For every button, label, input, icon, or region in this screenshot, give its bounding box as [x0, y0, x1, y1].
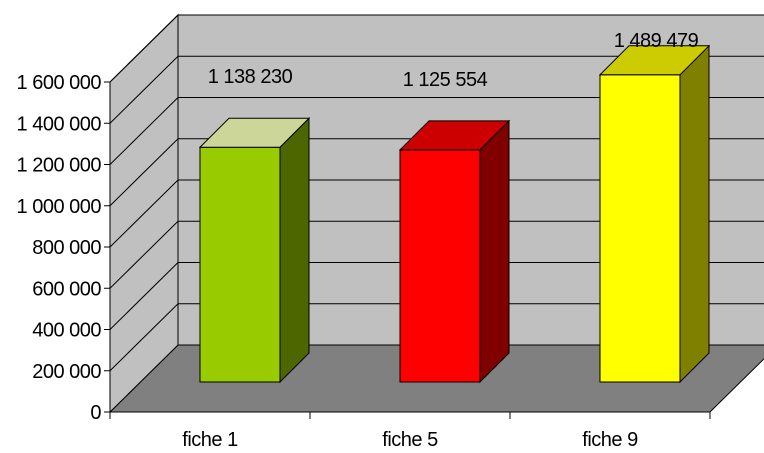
y-tick-label: 400 000 — [32, 320, 101, 342]
y-axis-ticks: 0 200 000 400 000 600 000 800 000 1 000 000 1 … — [17, 72, 110, 424]
bar-side — [479, 119, 510, 384]
gridline — [109, 138, 764, 207]
gridline — [109, 97, 764, 165]
bars — [198, 44, 711, 384]
gridlines — [109, 14, 764, 372]
gridline — [109, 55, 764, 124]
y-tick-label: 1 600 000 — [17, 72, 102, 94]
gridline — [109, 220, 764, 289]
y-tick-label: 200 000 — [32, 361, 101, 383]
y-tick-label: 1 400 000 — [17, 113, 102, 135]
bar-side — [279, 117, 310, 384]
x-axis-categories: fiche 1 fiche 5 fiche 9 — [109, 412, 711, 451]
y-tick-label: 800 000 — [32, 237, 101, 259]
y-tick-label: 1 200 000 — [17, 155, 102, 177]
bar-top — [198, 117, 311, 148]
gridline — [109, 303, 764, 372]
data-labels: 1 138 230 1 125 554 1 489 479 — [208, 30, 699, 91]
x-category-label: fiche 1 — [182, 429, 238, 451]
bar — [199, 146, 281, 383]
y-tick-label: 0 — [90, 402, 101, 424]
y-tick-label: 600 000 — [32, 278, 101, 300]
data-label: 1 138 230 — [208, 66, 293, 88]
bar-top — [598, 45, 711, 76]
bar — [599, 74, 681, 383]
gridline — [109, 262, 764, 330]
data-label: 1 489 479 — [614, 30, 699, 52]
bar-top — [398, 120, 511, 151]
x-category-label: fiche 5 — [382, 429, 438, 451]
data-label: 1 125 554 — [403, 69, 488, 91]
gridline — [109, 14, 764, 83]
gridline — [109, 179, 764, 248]
x-category-label: fiche 9 — [582, 429, 638, 451]
bar — [399, 149, 481, 383]
y-tick-label: 1 000 000 — [17, 196, 102, 218]
bar-side — [679, 44, 710, 384]
